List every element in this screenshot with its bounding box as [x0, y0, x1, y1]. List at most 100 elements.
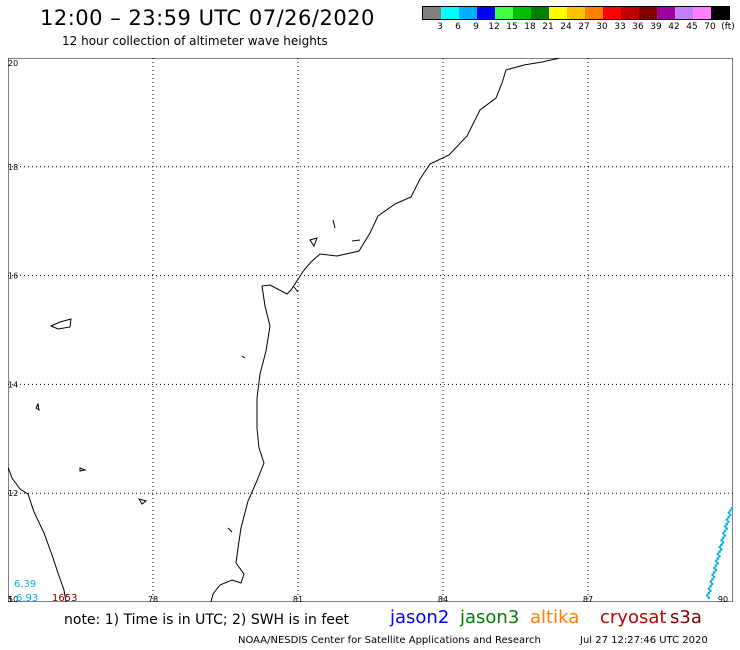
- altimeter-track: [705, 506, 733, 599]
- track-point: [725, 527, 728, 530]
- track-point: [723, 525, 727, 528]
- track-point: [709, 584, 712, 588]
- legend-swatch: [657, 7, 675, 19]
- longitude-tick-label: 87: [583, 595, 593, 602]
- legend-swatch: [459, 7, 477, 19]
- longitude-tick-label: 90: [718, 595, 728, 602]
- track-point: [723, 534, 727, 537]
- legend-label: 24: [560, 22, 572, 32]
- track-point: [714, 559, 718, 563]
- track-point: [718, 550, 721, 553]
- legend-label: 36: [632, 22, 644, 32]
- track-point: [716, 552, 720, 556]
- track-point: [716, 557, 720, 560]
- track-point: [711, 573, 714, 576]
- legend-swatch: [567, 7, 585, 19]
- track-point: [727, 515, 730, 519]
- legend-label: 45: [686, 22, 698, 32]
- legend-label: 18: [524, 22, 536, 32]
- legend-swatch: [639, 7, 657, 19]
- legend-label: 6: [455, 22, 461, 32]
- wave-height-map: 75 78 81 84 87 90 10 12 14 16 18 20 6.39 6.93 1653: [8, 58, 733, 602]
- legend-label: 15: [506, 22, 518, 32]
- island-path: [293, 286, 299, 293]
- legend-label: 27: [578, 22, 590, 32]
- legend-label: 3: [437, 22, 443, 32]
- coastline-path: [210, 58, 561, 602]
- units-note: note: 1) Time is in UTC; 2) SWH is in fe…: [64, 612, 350, 628]
- longitude-labels: 75 78 81 84 87 90: [8, 595, 728, 602]
- legend-altika: altika: [530, 607, 580, 628]
- legend-swatch: [585, 7, 603, 19]
- legend-swatch: [441, 7, 459, 19]
- track-point: [707, 596, 710, 599]
- latitude-tick-label: 12: [8, 489, 18, 498]
- track-point: [711, 578, 714, 581]
- track-point: [729, 509, 732, 512]
- track-point: [709, 589, 712, 593]
- generated-timestamp: Jul 27 12:27:46 UTC 2020: [580, 635, 708, 646]
- track-point: [725, 518, 729, 521]
- legend-s3a: s3a: [670, 607, 702, 628]
- island-path: [49, 318, 72, 330]
- track-point: [718, 545, 722, 549]
- legend-swatch: [423, 7, 441, 19]
- coastline: [8, 58, 561, 602]
- track-point: [719, 548, 723, 551]
- island-path: [227, 527, 233, 533]
- latitude-tick-label: 18: [8, 163, 18, 172]
- longitude-tick-label: 84: [438, 595, 448, 602]
- track-point: [727, 520, 730, 524]
- track-point: [705, 594, 709, 597]
- color-legend-swatches: [422, 6, 730, 20]
- track-point: [714, 564, 718, 567]
- track-point: [714, 568, 718, 572]
- island-path: [351, 239, 361, 242]
- track-point: [710, 582, 714, 586]
- color-legend: 3 6 9 12 15 18 21 24 27 30 33 36 39 42 45 70 (ft): [422, 6, 735, 34]
- legend-jason3: jason3: [460, 607, 520, 628]
- track-point: [707, 587, 711, 590]
- legend-swatch: [711, 7, 729, 19]
- track-point: [725, 522, 729, 526]
- legend-swatch: [477, 7, 495, 19]
- legend-label: 33: [614, 22, 626, 32]
- point-label: 6.93: [16, 593, 38, 602]
- credit-line: NOAA/NESDIS Center for Satellite Applica…: [238, 635, 541, 646]
- island-path: [309, 237, 318, 248]
- latitude-tick-label: 16: [8, 272, 18, 281]
- island-path: [79, 467, 87, 472]
- legend-swatch: [675, 7, 693, 19]
- track-point: [709, 580, 713, 583]
- island-path: [332, 219, 336, 229]
- legend-label: 21: [542, 22, 554, 32]
- coastline-path: [8, 466, 67, 602]
- legend-cryosat: cryosat: [600, 607, 667, 628]
- latitude-tick-label: 14: [8, 380, 18, 389]
- legend-label: 70: [704, 22, 716, 32]
- color-legend-labels: 3 6 9 12 15 18 21 24 27 30 33 36 39 42 45 70 (ft): [422, 22, 735, 34]
- point-label: 6.39: [14, 579, 36, 590]
- legend-label: (ft): [721, 22, 735, 32]
- legend-swatch: [621, 7, 639, 19]
- track-point: [712, 571, 716, 574]
- latitude-labels: 10 12 14 16 18 20: [8, 59, 18, 602]
- track-point: [723, 529, 727, 533]
- track-point: [721, 541, 725, 544]
- latitude-tick-label: 10: [8, 595, 18, 602]
- longitude-tick-label: 81: [293, 595, 303, 602]
- longitude-tick-label: 75: [8, 595, 13, 602]
- gridlines: [8, 58, 733, 602]
- track-point: [728, 513, 732, 517]
- legend-swatch: [513, 7, 531, 19]
- legend-swatch: [531, 7, 549, 19]
- track-point: [713, 566, 716, 570]
- legend-swatch: [495, 7, 513, 19]
- legend-jason2: jason2: [390, 607, 450, 628]
- island-path: [137, 498, 148, 505]
- island-path: [35, 402, 40, 412]
- track-point: [720, 543, 723, 547]
- legend-swatch: [693, 7, 711, 19]
- track-point: [730, 506, 733, 510]
- legend-label: 30: [596, 22, 608, 32]
